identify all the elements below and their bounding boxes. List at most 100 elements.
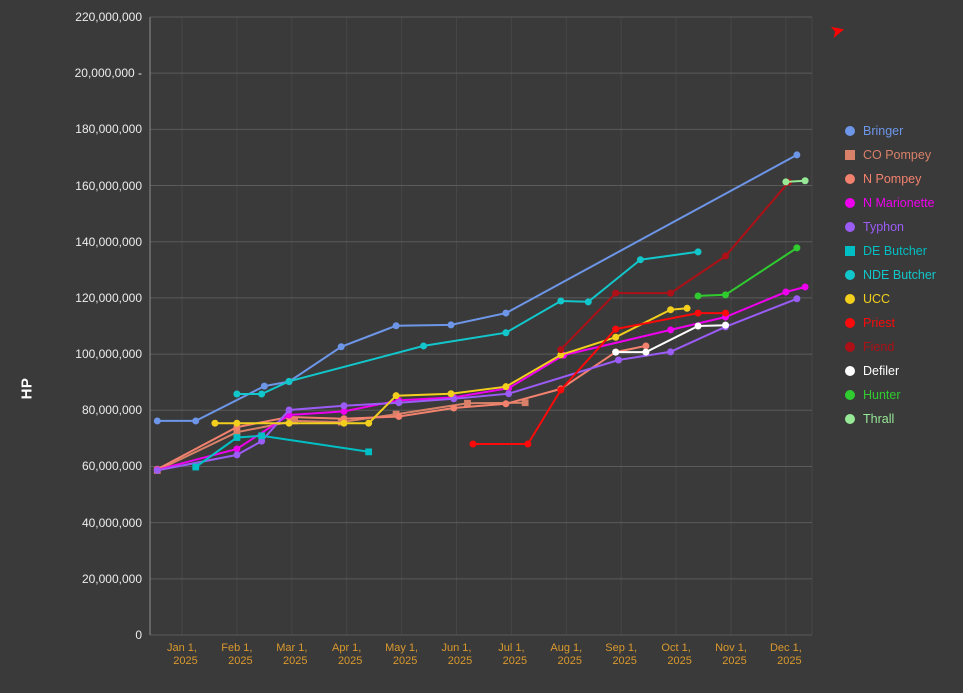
data-point-defiler: [722, 321, 730, 329]
legend-item-nde-butcher: NDE Butcher: [845, 263, 936, 287]
series-line-typhon: [157, 297, 798, 472]
data-point-hunter: [793, 244, 801, 252]
data-point-nde-butcher: [233, 390, 241, 398]
x-tick-label: May 1, 2025: [385, 642, 419, 667]
data-point-typhon: [667, 348, 675, 356]
legend-marker-co-pompey: [845, 150, 855, 160]
data-point-defiler: [642, 348, 650, 356]
data-point-bringer: [153, 417, 161, 425]
data-point-ucc: [340, 419, 348, 427]
series-line-defiler: [615, 324, 726, 354]
data-point-ucc: [502, 383, 510, 391]
legend-label: Defiler: [863, 364, 900, 378]
series-line-priest: [473, 312, 726, 445]
data-point-priest: [469, 440, 477, 448]
y-axis-title: HP: [18, 377, 36, 400]
data-point-typhon: [233, 451, 241, 459]
data-point-co-pompey: [521, 399, 529, 407]
data-point-bringer: [192, 417, 200, 425]
series-line-fiend: [560, 181, 790, 351]
data-point-typhon: [153, 466, 161, 474]
data-point-bringer: [260, 382, 268, 390]
data-point-typhon: [258, 437, 266, 445]
series-line-n-pompey: [156, 344, 647, 471]
data-point-bringer: [502, 309, 510, 317]
legend-label: DE Butcher: [863, 244, 927, 258]
data-point-bringer: [392, 322, 400, 330]
legend-label: UCC: [863, 292, 891, 306]
data-point-fiend: [722, 252, 730, 260]
data-point-ucc: [612, 333, 620, 341]
legend-item-defiler: Defiler: [845, 359, 936, 383]
data-point-n-marionette: [340, 407, 348, 415]
x-tick-label: Aug 1, 2025: [550, 642, 583, 667]
data-point-thrall: [782, 178, 790, 186]
legend-marker-fiend: [845, 342, 855, 352]
data-point-fiend: [667, 289, 675, 297]
x-tick-label: Jan 1, 2025: [167, 642, 198, 667]
legend-item-ucc: UCC: [845, 287, 936, 311]
legend-item-n-pompey: N Pompey: [845, 167, 936, 191]
x-tick-label: Jun 1, 2025: [441, 642, 473, 667]
data-point-n-marionette: [667, 326, 675, 334]
data-point-co-pompey: [464, 399, 471, 407]
data-point-thrall: [801, 177, 809, 185]
x-tick-label: Feb 1, 2025: [221, 642, 253, 667]
data-point-fiend: [557, 346, 565, 354]
data-point-bringer: [793, 151, 801, 159]
data-point-n-marionette: [801, 283, 809, 291]
data-point-defiler: [612, 348, 620, 356]
series-line-de-butcher: [195, 434, 369, 468]
legend-label: Hunter: [863, 388, 901, 402]
series-line-ucc: [214, 307, 688, 425]
legend-item-de-butcher: DE Butcher: [845, 239, 936, 263]
data-point-typhon: [395, 399, 403, 407]
y-tick-label: 120,000,000: [75, 290, 142, 305]
y-tick-label: 220,000,000: [75, 10, 142, 24]
x-tick-label: Oct 1, 2025: [661, 642, 692, 667]
data-point-de-butcher: [233, 434, 241, 441]
data-point-hunter: [694, 292, 702, 300]
legend-item-priest: Priest: [845, 311, 936, 335]
y-tick-label: 160,000,000: [75, 178, 142, 193]
data-point-typhon: [340, 402, 348, 410]
series-line-nde-butcher: [236, 250, 699, 395]
legend-marker-n-pompey: [845, 174, 855, 184]
legend-label: Bringer: [863, 124, 904, 138]
series-line-bringer: [157, 154, 798, 422]
data-point-priest: [694, 309, 702, 317]
x-tick-label: Nov 1, 2025: [715, 642, 747, 667]
legend-item-fiend: Fiend: [845, 335, 936, 359]
y-tick-label: 40,000,000: [81, 515, 142, 530]
data-point-ucc: [392, 392, 400, 400]
data-point-bringer: [447, 321, 455, 329]
data-point-ucc: [447, 390, 455, 398]
data-point-nde-butcher: [285, 377, 293, 385]
x-tick-label: Apr 1, 2025: [332, 642, 363, 667]
data-point-co-pompey: [233, 428, 241, 436]
legend-label: N Pompey: [863, 172, 922, 186]
data-point-nde-butcher: [636, 256, 644, 264]
data-point-n-marionette: [233, 445, 241, 453]
y-tick-label: 0: [135, 628, 142, 642]
data-point-ucc: [285, 419, 293, 427]
data-point-priest: [557, 386, 565, 394]
data-point-priest: [612, 325, 620, 333]
data-point-priest: [524, 440, 532, 448]
legend-marker-defiler: [845, 366, 855, 376]
legend-label: CO Pompey: [863, 148, 932, 162]
legend-marker-priest: [845, 318, 855, 328]
data-point-ucc: [667, 306, 675, 314]
y-tick-label: 60,000,000: [81, 459, 142, 474]
legend-marker-typhon: [845, 222, 855, 232]
series-line-hunter: [698, 247, 798, 297]
y-tick-label: 180,000,000: [75, 122, 142, 137]
y-tick-label: 100,000,000: [75, 347, 142, 362]
data-point-n-marionette: [782, 288, 790, 296]
data-point-ucc: [211, 419, 219, 427]
data-point-nde-butcher: [420, 342, 428, 350]
data-point-typhon: [285, 406, 293, 414]
data-point-ucc: [683, 304, 691, 312]
data-point-de-butcher: [365, 448, 373, 456]
